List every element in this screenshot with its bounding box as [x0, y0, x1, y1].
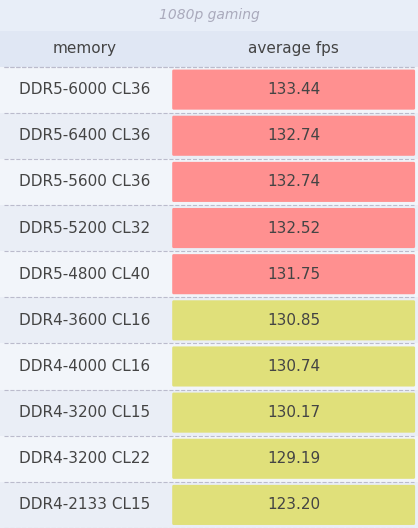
FancyBboxPatch shape: [0, 436, 418, 482]
Text: DDR4-2133 CL15: DDR4-2133 CL15: [19, 497, 150, 513]
FancyBboxPatch shape: [172, 208, 415, 248]
FancyBboxPatch shape: [0, 390, 418, 436]
FancyBboxPatch shape: [172, 162, 415, 202]
Text: 132.52: 132.52: [267, 221, 320, 235]
Text: 1080p gaming: 1080p gaming: [158, 8, 260, 22]
Text: DDR5-5200 CL32: DDR5-5200 CL32: [19, 221, 150, 235]
FancyBboxPatch shape: [0, 159, 418, 205]
FancyBboxPatch shape: [0, 0, 418, 31]
FancyBboxPatch shape: [172, 70, 415, 110]
FancyBboxPatch shape: [0, 297, 418, 343]
FancyBboxPatch shape: [0, 31, 418, 67]
Text: DDR4-4000 CL16: DDR4-4000 CL16: [19, 359, 150, 374]
Text: 129.19: 129.19: [267, 451, 320, 466]
Text: DDR5-4800 CL40: DDR5-4800 CL40: [19, 267, 150, 282]
Text: 132.74: 132.74: [267, 174, 320, 190]
Text: 130.74: 130.74: [267, 359, 320, 374]
Text: DDR4-3200 CL22: DDR4-3200 CL22: [19, 451, 150, 466]
Text: 123.20: 123.20: [267, 497, 320, 513]
FancyBboxPatch shape: [0, 67, 418, 112]
FancyBboxPatch shape: [172, 393, 415, 432]
Text: average fps: average fps: [248, 41, 339, 56]
Text: 131.75: 131.75: [267, 267, 320, 282]
Text: memory: memory: [53, 41, 117, 56]
Text: DDR4-3600 CL16: DDR4-3600 CL16: [19, 313, 150, 328]
Text: DDR4-3200 CL15: DDR4-3200 CL15: [19, 405, 150, 420]
FancyBboxPatch shape: [0, 112, 418, 159]
FancyBboxPatch shape: [172, 485, 415, 525]
Text: 130.85: 130.85: [267, 313, 320, 328]
FancyBboxPatch shape: [0, 205, 418, 251]
FancyBboxPatch shape: [172, 116, 415, 156]
Text: DDR5-6400 CL36: DDR5-6400 CL36: [19, 128, 150, 143]
FancyBboxPatch shape: [172, 439, 415, 479]
FancyBboxPatch shape: [0, 343, 418, 390]
FancyBboxPatch shape: [172, 300, 415, 341]
Text: DDR5-5600 CL36: DDR5-5600 CL36: [19, 174, 150, 190]
FancyBboxPatch shape: [172, 254, 415, 294]
FancyBboxPatch shape: [0, 482, 418, 528]
FancyBboxPatch shape: [172, 346, 415, 386]
Text: DDR5-6000 CL36: DDR5-6000 CL36: [19, 82, 150, 97]
FancyBboxPatch shape: [0, 251, 418, 297]
Text: 130.17: 130.17: [267, 405, 320, 420]
Text: 132.74: 132.74: [267, 128, 320, 143]
Text: 133.44: 133.44: [267, 82, 320, 97]
